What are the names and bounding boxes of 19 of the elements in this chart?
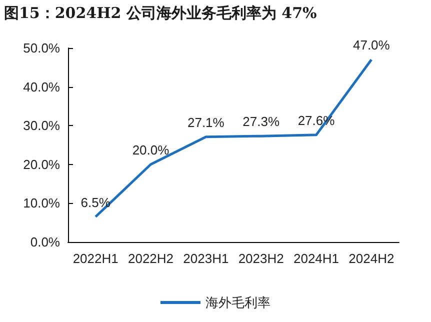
x-tick-label: 2023H2 bbox=[238, 251, 284, 266]
y-tick-label: 30.0% bbox=[23, 118, 60, 134]
x-tick-label: 2024H2 bbox=[348, 251, 394, 266]
y-tick-label: 0.0% bbox=[30, 234, 60, 250]
data-label: 20.0% bbox=[132, 142, 170, 158]
x-tick-label: 2024H1 bbox=[293, 251, 340, 266]
legend-label: 海外毛利率 bbox=[206, 295, 270, 310]
y-tick-label: 50.0% bbox=[23, 40, 60, 56]
x-tick-label: 2023H1 bbox=[183, 251, 229, 266]
y-tick-label: 20.0% bbox=[23, 156, 60, 172]
x-tick-label: 2022H1 bbox=[72, 251, 118, 266]
data-label: 47.0% bbox=[352, 38, 390, 53]
data-label: 6.5% bbox=[80, 194, 111, 210]
chart-title: 图15：2024H2 公司海外业务毛利率为 47% bbox=[4, 4, 317, 23]
data-label: 27.1% bbox=[187, 114, 225, 130]
data-label: 27.3% bbox=[242, 114, 280, 130]
y-tick-label: 10.0% bbox=[23, 196, 60, 211]
x-tick-label: 2022H2 bbox=[128, 251, 174, 266]
y-tick-label: 40.0% bbox=[23, 79, 60, 94]
